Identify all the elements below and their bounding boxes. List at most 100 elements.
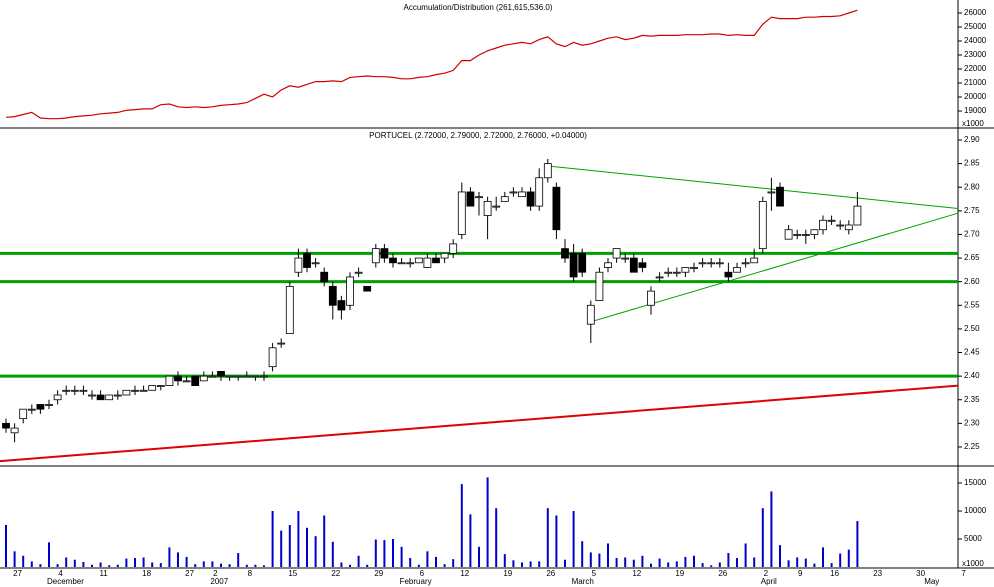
volume-bar [589, 552, 592, 567]
candle-body [793, 234, 802, 236]
candle-body [328, 285, 337, 306]
volume-bar [847, 549, 850, 567]
volume-bar [529, 561, 532, 567]
candle-body [122, 389, 131, 396]
x-tick-label: 19 [503, 569, 512, 578]
candle-body [569, 252, 578, 278]
volume-bar [443, 564, 446, 567]
x-tick-label: 16 [830, 569, 839, 578]
candle-body [182, 380, 191, 383]
y-tick-label: 23000 [964, 50, 987, 59]
y-tick-label: 2.60 [964, 277, 980, 286]
volume-bar [744, 543, 747, 567]
candle-body [715, 262, 724, 265]
candle-body [2, 422, 10, 429]
volume-bar [374, 539, 377, 567]
volume-bar [91, 564, 93, 567]
candle-body [449, 243, 458, 254]
y-tick-label: 25000 [964, 22, 987, 31]
volume-bar [779, 545, 781, 567]
volume-bar [177, 552, 179, 567]
candle-body [836, 224, 845, 227]
y-tick-label: 2.70 [964, 230, 980, 239]
candle-body [604, 262, 612, 268]
candle-body [681, 267, 690, 273]
volume-bar [400, 546, 403, 567]
volume-bar [693, 555, 695, 567]
candle-body [277, 342, 286, 345]
y-tick-label: 2.85 [964, 159, 980, 168]
volume-bar [237, 552, 240, 567]
chart-title: PORTUCEL (2.72000, 2.79000, 2.72000, 2.7… [369, 131, 587, 140]
candle-body [285, 285, 294, 335]
volume-bar [839, 553, 842, 567]
month-label: February [400, 577, 432, 586]
volume-bar [194, 564, 197, 567]
volume-bar [615, 558, 618, 567]
volume-bar [151, 562, 154, 567]
volume-bar [159, 563, 162, 567]
volume-bar [116, 564, 119, 567]
volume-bar [366, 564, 369, 567]
x-tick-label: 8 [248, 569, 253, 578]
candle-body [672, 271, 681, 274]
x-tick-label: 12 [632, 569, 641, 578]
volume-bar [675, 561, 678, 567]
candle-body [801, 234, 810, 236]
volume-bar [211, 561, 214, 567]
candle-body [389, 257, 397, 264]
volume-bar [22, 555, 25, 567]
volume-bar [13, 551, 16, 567]
candle-body [647, 290, 655, 306]
x-tick-label: 11 [99, 569, 108, 578]
candle-body [174, 375, 182, 382]
volume-bar [813, 563, 816, 567]
candle-body [432, 257, 440, 264]
x-tick-label: 2 [213, 569, 218, 578]
y-tick-label: 2.80 [964, 182, 980, 191]
candle-body [741, 262, 750, 265]
y-tick-label: 2.75 [964, 206, 980, 215]
volume-bar [521, 562, 523, 567]
x-tick-label: 9 [798, 569, 803, 578]
x-tick-label: 12 [460, 569, 469, 578]
candle-body [518, 191, 526, 198]
volume-bar [426, 551, 429, 567]
candle-body [191, 375, 200, 386]
candle-body [406, 262, 415, 265]
volume-bar [409, 558, 412, 567]
candle-body [260, 375, 268, 378]
volume-bar [280, 530, 283, 567]
candle-body [27, 408, 36, 411]
candle-body [440, 252, 449, 259]
candle-body [655, 276, 664, 279]
volume-bar [770, 491, 773, 567]
candle-body [88, 394, 96, 397]
y-tick-label: 22000 [964, 64, 987, 73]
volume-bar [607, 543, 609, 567]
x-tick-label: 4 [58, 569, 63, 578]
candle-body [526, 191, 535, 207]
x-tick-label: 6 [420, 569, 425, 578]
candle-body [217, 371, 225, 377]
candle-body [346, 276, 354, 306]
candle-body [148, 385, 157, 391]
y-tick-label: 21000 [964, 78, 987, 87]
volume-bar [271, 510, 274, 567]
trend-line [0, 384, 959, 463]
volume-bar [684, 556, 687, 567]
candle-body [19, 408, 28, 420]
candle-body [208, 375, 217, 378]
candle-body [113, 394, 122, 397]
volume-bar [512, 560, 515, 567]
x-tick-label: 19 [675, 569, 684, 578]
volume-bar [383, 540, 386, 567]
volume-bar [314, 536, 317, 567]
volume-bar [460, 484, 463, 567]
volume-bar [478, 546, 480, 567]
y-tick-label: 20000 [964, 92, 987, 101]
candle-body [199, 375, 208, 382]
volume-bar [546, 508, 549, 567]
